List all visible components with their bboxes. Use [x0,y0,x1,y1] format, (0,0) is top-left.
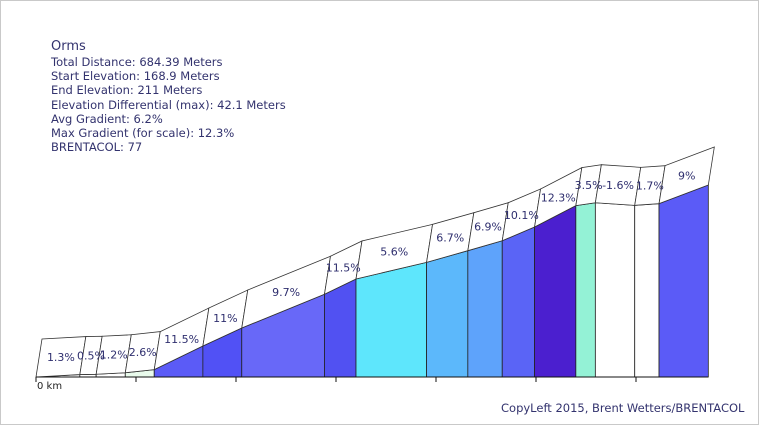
route-info-panel: Orms Total Distance: 684.39 Meters Start… [51,39,286,154]
gradient-label: 12.3% [541,191,576,204]
segment-fill [658,184,709,378]
segment-fill [355,261,427,378]
route-title: Orms [51,39,86,54]
segment-fill [501,226,535,378]
elevation-differential: Elevation Differential (max): 42.1 Meter… [51,97,286,112]
end-elevation: End Elevation: 211 Meters [51,83,203,98]
gradient-label: 11.5% [326,262,361,275]
total-distance: Total Distance: 684.39 Meters [51,55,223,69]
gradient-label: 2.6% [129,346,157,359]
gradient-label: 5.6% [380,246,408,259]
segment-fill [534,204,577,378]
segment-fill [575,202,596,378]
gradient-label: 9% [678,169,695,182]
start-elevation: Start Elevation: 168.9 Meters [51,69,220,84]
brentacol-score: BRENTACOL: 77 [51,140,143,155]
gradient-label: 1.3% [47,351,75,364]
max-gradient: Max Gradient (for scale): 12.3% [51,126,235,141]
copyright-footer: CopyLeft 2015, Brent Wetters/BRENTACOL [501,401,745,415]
segment-fill [467,240,503,378]
gradient-label: 9.7% [272,286,300,299]
gradient-label: -1.6% [602,179,634,192]
segment-fill [324,278,357,378]
segment-fill [426,250,469,378]
segment-fill [594,202,636,378]
gradient-label: 11.5% [164,333,199,346]
gradient-label: 11% [213,312,237,325]
gradient-label: 0.5% [77,349,105,362]
segment-band [658,146,715,205]
gradient-label: 10.1% [504,209,539,222]
gradient-label: 6.9% [474,221,502,234]
segment-fill [634,203,660,378]
gradient-label: 3.5% [575,179,603,192]
gradient-label: 6.7% [436,232,464,245]
gradient-label: 1.7% [636,180,664,193]
gradient-label: 1.2% [100,348,128,361]
avg-gradient: Avg Gradient: 6.2% [51,111,163,126]
x-tick-label: 0 km [37,381,62,392]
